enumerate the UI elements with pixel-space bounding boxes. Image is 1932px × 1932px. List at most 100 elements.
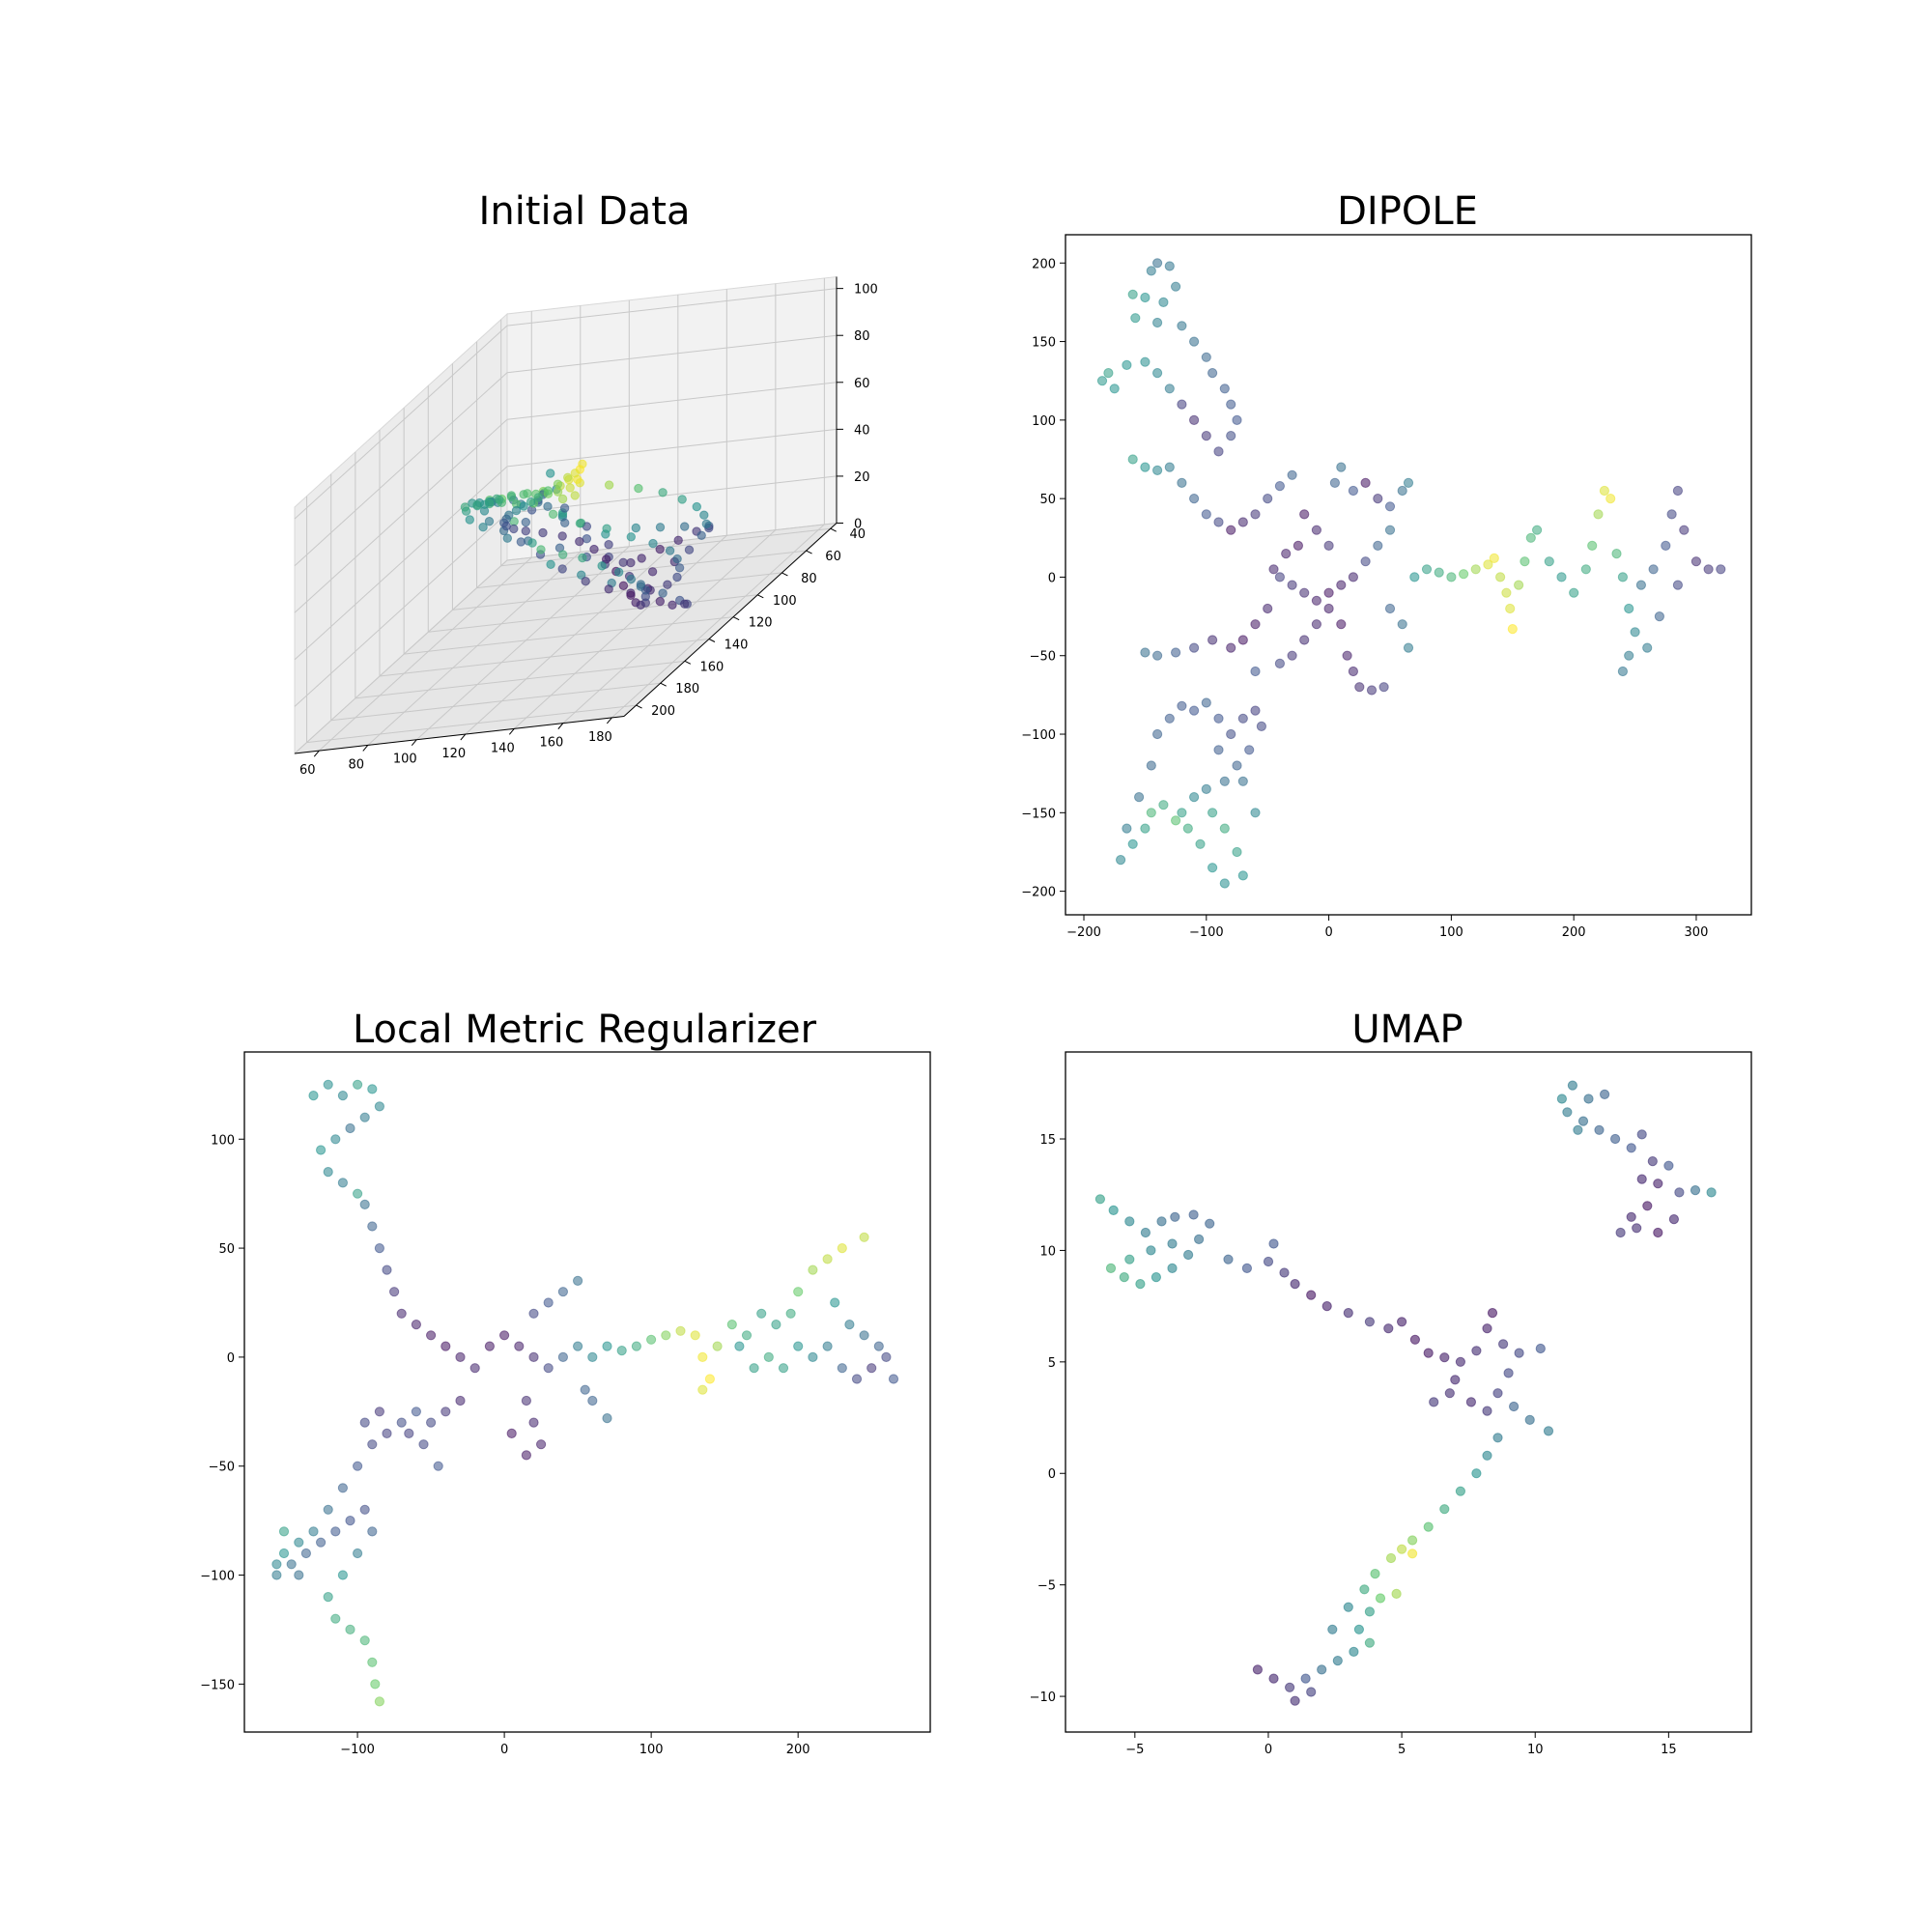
initial-data-point: [692, 501, 701, 512]
dipole-point: [1237, 776, 1248, 786]
umap-point: [1535, 1343, 1546, 1354]
umap-point: [1636, 1129, 1647, 1140]
dipole-point: [1323, 587, 1334, 598]
dipole-point: [1421, 564, 1433, 575]
dipole-point: [1489, 553, 1499, 564]
umap-point: [1471, 1468, 1482, 1479]
umap-point: [1632, 1223, 1642, 1234]
dipole-x-tick-label: 100: [1439, 925, 1463, 940]
lmr-points: [271, 1079, 899, 1707]
umap-point: [1573, 1124, 1583, 1135]
lmr-point: [286, 1559, 297, 1570]
dipole-point: [1103, 368, 1114, 379]
initial-data-point: [533, 493, 543, 502]
dipole-y-tick-label: −50: [1030, 650, 1056, 665]
lmr-point: [455, 1395, 466, 1406]
umap-point: [1668, 1214, 1680, 1225]
initial-data-tick-labels: 60 80 100 120 140 160 180406080100120140160180…: [299, 283, 878, 779]
initial-data-point: [655, 596, 665, 607]
dipole-point: [1373, 493, 1383, 504]
umap-point: [1383, 1323, 1394, 1334]
lmr-point: [455, 1351, 466, 1363]
lmr-point: [418, 1439, 429, 1450]
umap-point: [1615, 1227, 1626, 1238]
lmr-y-tick-label: 100: [211, 1133, 235, 1148]
x-tick: [362, 745, 369, 752]
lmr-point: [785, 1308, 796, 1319]
grid-line: [379, 639, 710, 677]
lmr-y-tick-label: 0: [227, 1351, 235, 1366]
dipole-point: [1299, 635, 1310, 645]
initial-data-point: [701, 519, 711, 528]
lmr-point: [337, 1483, 348, 1493]
lmr-point: [367, 1221, 378, 1232]
umap-point: [1492, 1433, 1503, 1443]
lmr-point: [543, 1297, 554, 1308]
lmr-point: [353, 1548, 363, 1559]
initial-z-tick-label: 80: [854, 329, 870, 344]
grid-line: [306, 704, 637, 744]
umap-panel: UMAP −5 0 5 10 15 −10 −5 0 5 10 15: [1030, 1008, 1752, 1757]
initial-data-point: [521, 526, 530, 536]
initial-data-point: [565, 483, 575, 493]
lmr-point: [374, 1696, 384, 1707]
dipole-point: [1690, 556, 1702, 567]
initial-data-point: [516, 537, 526, 547]
initial-data-point: [618, 557, 628, 567]
initial-data-point: [559, 503, 570, 513]
lmr-x-tick-label: 200: [786, 1743, 810, 1757]
dipole-point: [1152, 728, 1163, 740]
dipole-point: [1140, 823, 1151, 834]
dipole-point: [1201, 509, 1211, 520]
dipole-point: [1336, 580, 1347, 590]
dipole-point: [1237, 517, 1248, 527]
dipole-point: [1360, 477, 1371, 488]
grid-line: [500, 527, 831, 567]
umap-x-tick-label: 0: [1264, 1743, 1272, 1757]
umap-point: [1108, 1205, 1119, 1216]
dipole-point: [1219, 384, 1230, 394]
lmr-panel: Local Metric Regularizer −100 0 100 200 −150…: [200, 1008, 931, 1757]
initial-x-tick-label: 60: [299, 763, 316, 778]
lmr-point: [440, 1406, 451, 1417]
dipole-point: [1250, 619, 1261, 630]
lmr-point: [778, 1363, 789, 1374]
initial-data-point: [575, 519, 585, 528]
dipole-point: [1507, 624, 1518, 635]
initial-data-point: [672, 572, 682, 582]
lmr-point: [587, 1395, 598, 1406]
initial-data-point: [601, 554, 611, 564]
umap-point: [1241, 1263, 1253, 1274]
lmr-point: [822, 1254, 833, 1264]
umap-point: [1455, 1356, 1466, 1367]
dipole-point: [1189, 336, 1200, 347]
initial-data-point: [672, 554, 682, 564]
umap-point: [1156, 1216, 1167, 1227]
initial-data-point: [684, 545, 695, 554]
y-tick: [781, 572, 788, 577]
initial-data-point: [581, 577, 590, 586]
dipole-point: [1250, 666, 1261, 677]
umap-point: [1167, 1263, 1178, 1274]
y-tick: [660, 682, 667, 687]
lmr-point: [323, 1079, 333, 1090]
initial-data-point: [680, 599, 690, 609]
initial-data-point: [647, 567, 658, 577]
dipole-point: [1140, 462, 1151, 472]
lmr-point: [573, 1341, 583, 1351]
umap-point: [1397, 1317, 1407, 1327]
dipole-point: [1293, 540, 1304, 552]
dipole-x-tick-label: −200: [1066, 925, 1101, 940]
lmr-point: [345, 1516, 355, 1526]
initial-y-tick-label: 140: [724, 639, 749, 653]
lmr-point: [514, 1341, 525, 1351]
lmr-point: [646, 1334, 657, 1345]
initial-data-point: [626, 574, 636, 584]
dipole-point: [1336, 462, 1347, 472]
umap-point: [1167, 1238, 1178, 1249]
y-tick: [636, 704, 642, 709]
lmr-point: [888, 1374, 899, 1384]
umap-point: [1105, 1263, 1117, 1274]
dipole-point: [1213, 745, 1224, 755]
dipole-point: [1171, 281, 1181, 292]
